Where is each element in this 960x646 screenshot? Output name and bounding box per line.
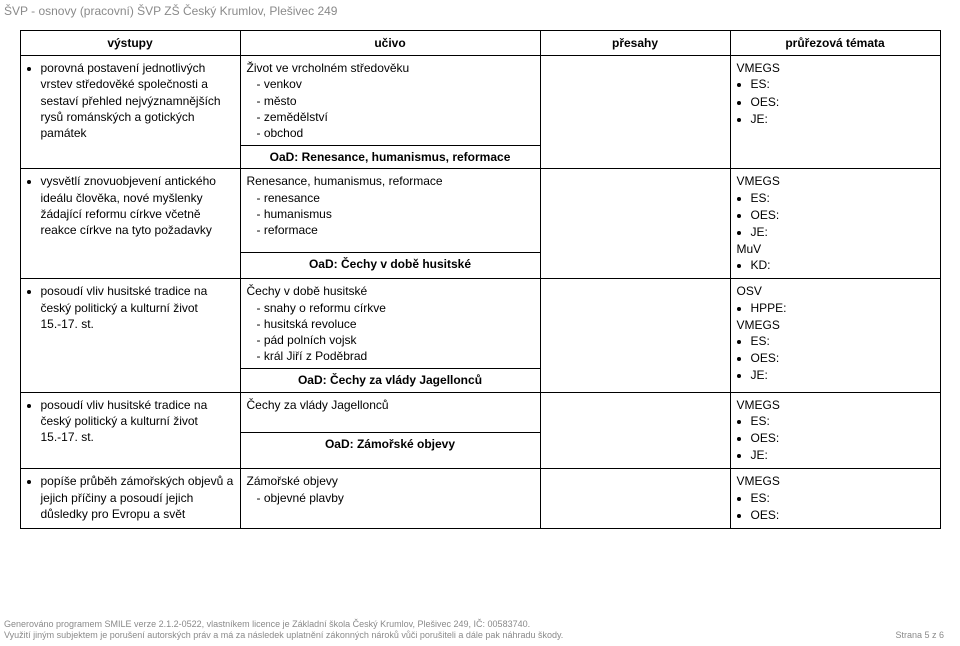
theme-bullet: ES:	[751, 413, 934, 429]
presahy-cell	[540, 279, 730, 392]
table-row: popíše průběh zámořských objevů a jejich…	[20, 469, 940, 529]
ucivo-title: Zámořské objevy	[247, 474, 338, 488]
ucivo-title: Život ve vrcholném středověku	[247, 61, 410, 75]
theme-bullet: ES:	[751, 333, 934, 349]
theme-bullet: ES:	[751, 190, 934, 206]
table-row: posoudí vliv husitské tradice na český p…	[20, 279, 940, 369]
theme-code: VMEGS	[737, 60, 934, 76]
theme-bullet: JE:	[751, 224, 934, 240]
presahy-cell	[540, 392, 730, 469]
presahy-cell	[540, 56, 730, 169]
theme-code: VMEGS	[737, 397, 934, 413]
ucivo-item: - město	[257, 93, 534, 109]
ucivo-item: - objevné plavby	[257, 490, 534, 506]
section-title: OaD: Zámořské objevy	[240, 432, 540, 469]
theme-bullet: OES:	[751, 507, 934, 523]
footer-line2: Využití jiným subjektem je porušení auto…	[4, 630, 563, 640]
table-row: porovná postavení jednotlivých vrstev st…	[20, 56, 940, 146]
section-title: OaD: Čechy v době husitské	[240, 253, 540, 279]
presahy-cell	[540, 469, 730, 529]
theme-bullet: KD:	[751, 257, 934, 273]
section-title: OaD: Čechy za vlády Jagellonců	[240, 369, 540, 392]
page-number: Strana 5 z 6	[895, 630, 944, 642]
ucivo-item: - reformace	[257, 222, 534, 238]
theme-bullet: HPPE:	[751, 300, 934, 316]
ucivo-title: Čechy v době husitské	[247, 284, 368, 298]
theme-bullet: OES:	[751, 350, 934, 366]
vystup-text: popíše průběh zámořských objevů a jejich…	[41, 473, 234, 522]
theme-bullet: ES:	[751, 76, 934, 92]
theme-bullet: OES:	[751, 94, 934, 110]
vystup-text: vysvětlí znovuobjevení antického ideálu …	[41, 173, 234, 238]
theme-code: VMEGS	[737, 317, 934, 333]
vystup-text: posoudí vliv husitské tradice na český p…	[41, 283, 234, 332]
ucivo-item: - zemědělství	[257, 109, 534, 125]
theme-bullet: ES:	[751, 490, 934, 506]
table-row: posoudí vliv husitské tradice na český p…	[20, 392, 940, 432]
ucivo-item: - pád polních vojsk	[257, 332, 534, 348]
curriculum-table: výstupy učivo přesahy průřezová témata p…	[20, 30, 941, 529]
ucivo-item: - humanismus	[257, 206, 534, 222]
ucivo-item: - venkov	[257, 76, 534, 92]
theme-bullet: JE:	[751, 367, 934, 383]
theme-bullet: OES:	[751, 207, 934, 223]
ucivo-title: Renesance, humanismus, reformace	[247, 174, 443, 188]
vystup-text: posoudí vliv husitské tradice na český p…	[41, 397, 234, 446]
col-temata: průřezová témata	[730, 31, 940, 56]
presahy-cell	[540, 169, 730, 279]
ucivo-item: - král Jiří z Poděbrad	[257, 348, 534, 364]
col-ucivo: učivo	[240, 31, 540, 56]
vystup-text: porovná postavení jednotlivých vrstev st…	[41, 60, 234, 141]
theme-code: VMEGS	[737, 173, 934, 189]
theme-code: VMEGS	[737, 473, 934, 489]
col-presahy: přesahy	[540, 31, 730, 56]
doc-header: ŠVP - osnovy (pracovní) ŠVP ZŠ Český Kru…	[0, 0, 960, 30]
ucivo-item: - snahy o reformu církve	[257, 300, 534, 316]
col-vystupy: výstupy	[20, 31, 240, 56]
section-title: OaD: Renesance, humanismus, reformace	[240, 146, 540, 169]
doc-footer: Generováno programem SMILE verze 2.1.2-0…	[4, 619, 944, 642]
ucivo-title: Čechy za vlády Jagellonců	[247, 398, 389, 412]
table-row: vysvětlí znovuobjevení antického ideálu …	[20, 169, 940, 253]
ucivo-item: - renesance	[257, 190, 534, 206]
theme-bullet: OES:	[751, 430, 934, 446]
theme-bullet: JE:	[751, 111, 934, 127]
theme-code: OSV	[737, 283, 934, 299]
ucivo-item: - obchod	[257, 125, 534, 141]
footer-line1: Generováno programem SMILE verze 2.1.2-0…	[4, 619, 530, 629]
theme-bullet: JE:	[751, 447, 934, 463]
ucivo-item: - husitská revoluce	[257, 316, 534, 332]
theme-code: MuV	[737, 241, 934, 257]
